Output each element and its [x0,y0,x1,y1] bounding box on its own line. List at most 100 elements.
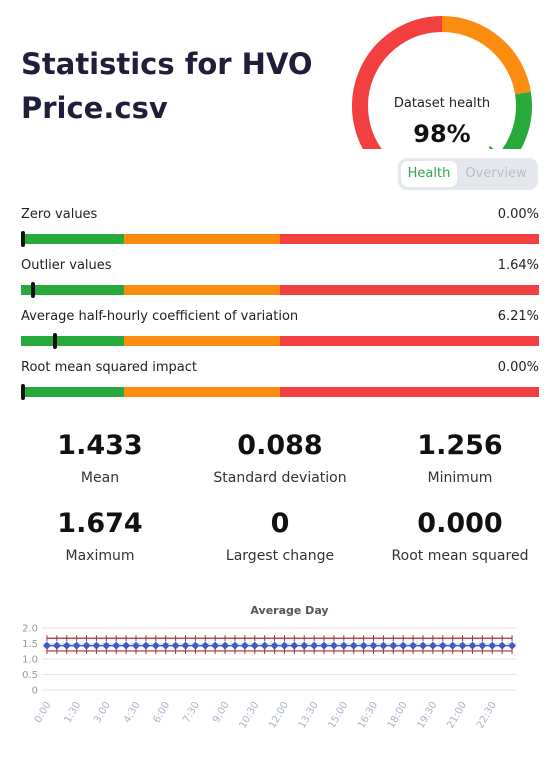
y-tick-label: 2.0 [22,624,38,635]
x-tick-label: 19:30 [416,700,440,730]
metric-value: 0.00% [497,360,539,375]
data-point [508,641,517,650]
metric-bar [21,234,539,244]
x-tick-label: 15:00 [326,700,350,730]
metric-marker [31,282,36,298]
data-point [359,641,368,650]
data-point [399,641,408,650]
stat-largest-change: 0 Largest change [190,506,370,564]
gauge-segment-red [352,16,443,170]
data-point [122,641,131,650]
stat-label: Mean [80,470,120,486]
x-tick-label: 6:00 [152,700,173,725]
data-point [151,641,160,650]
tab-overview[interactable]: Overview [465,166,527,181]
data-point [250,641,259,650]
data-point [310,641,319,650]
x-tick-label: 9:00 [211,700,232,725]
data-point [478,641,487,650]
metric-bar [21,285,539,295]
data-point [201,641,210,650]
chart-title: Average Day [250,604,328,617]
data-point [62,641,71,650]
data-point [132,641,141,650]
tab-health[interactable]: Health [401,161,457,187]
stat-label: Maximum [65,548,135,564]
average-day-chart: Average Day 0 0.5 1.0 1.5 2.0 0:00 1:30 3:00 4:30… [0,598,558,755]
y-tick-label: 0.5 [22,670,38,681]
y-tick-label: 1.0 [22,655,38,666]
metric-marker [21,384,25,400]
gauge-value: 98% [413,120,471,148]
x-tick-label: 10:30 [237,700,261,730]
data-point [181,641,190,650]
stat-root-mean-squared: 0.000 Root mean squared [370,506,550,564]
stat-value: 1.674 [57,508,143,539]
data-point [290,641,299,650]
page-title: Statistics for HVO Price.csv [21,47,313,125]
metric-label: Zero values [21,207,98,222]
metric-value: 6.21% [497,309,539,324]
x-tick-label: 13:30 [297,700,321,730]
gauge-label: Dataset health [393,96,491,111]
data-point [82,641,91,650]
metric-label: Outlier values [21,258,112,273]
health-metrics: Zero values 0.00% Outlier values 1.64% A… [21,205,539,409]
data-point [389,641,398,650]
x-tick-label: 21:00 [445,700,469,730]
data-point [418,641,427,650]
stat-label: Root mean squared [391,548,529,564]
x-tick-label: 7:30 [181,700,202,725]
x-tick-label: 12:00 [267,700,291,730]
data-point [161,641,170,650]
metric-zero-values: Zero values 0.00% [21,205,539,256]
data-point [171,641,180,650]
y-tick-label: 1.5 [22,639,38,650]
gauge-segment-orange [441,16,531,95]
data-point [329,641,338,650]
stat-minimum: 1.256 Minimum [370,428,550,486]
stat-label: Standard deviation [213,470,347,486]
data-point [280,641,289,650]
metric-bar [21,336,539,346]
data-point [72,641,81,650]
data-point [409,641,418,650]
metric-outlier-values: Outlier values 1.64% [21,256,539,307]
data-point [52,641,61,650]
data-point [102,641,111,650]
stat-value: 0.000 [417,508,503,539]
metric-label: Root mean squared impact [21,360,197,375]
data-point [260,641,269,650]
metric-rms-impact: Root mean squared impact 0.00% [21,358,539,409]
metric-value: 1.64% [497,258,539,273]
data-point [498,641,507,650]
data-point [230,641,239,650]
data-point [270,641,279,650]
stat-label: Largest change [225,548,335,564]
data-point [448,641,457,650]
data-point [191,641,200,650]
stat-standard-deviation: 0.088 Standard deviation [190,428,370,486]
stat-value: 0.088 [237,430,323,461]
metric-value: 0.00% [497,207,539,222]
x-tick-label: 18:00 [386,700,410,730]
x-tick-label: 22:30 [475,700,499,730]
data-point [92,641,101,650]
data-point [320,641,329,650]
data-point [458,641,467,650]
metric-marker [21,231,25,247]
data-point [349,641,358,650]
x-tick-label: 1:30 [62,700,83,725]
summary-stats: 1.433 Mean 0.088 Standard deviation 1.25… [10,428,550,564]
data-point [438,641,447,650]
data-point [141,641,150,650]
view-toggle: Health Overview [398,158,538,190]
data-point [240,641,249,650]
stat-value: 0 [270,508,290,539]
data-point [42,641,51,650]
stat-value: 1.256 [417,430,503,461]
data-point [369,641,378,650]
stat-value: 1.433 [57,430,143,461]
dataset-health-gauge: Dataset health 98% [342,14,542,170]
stat-mean: 1.433 Mean [10,428,190,486]
